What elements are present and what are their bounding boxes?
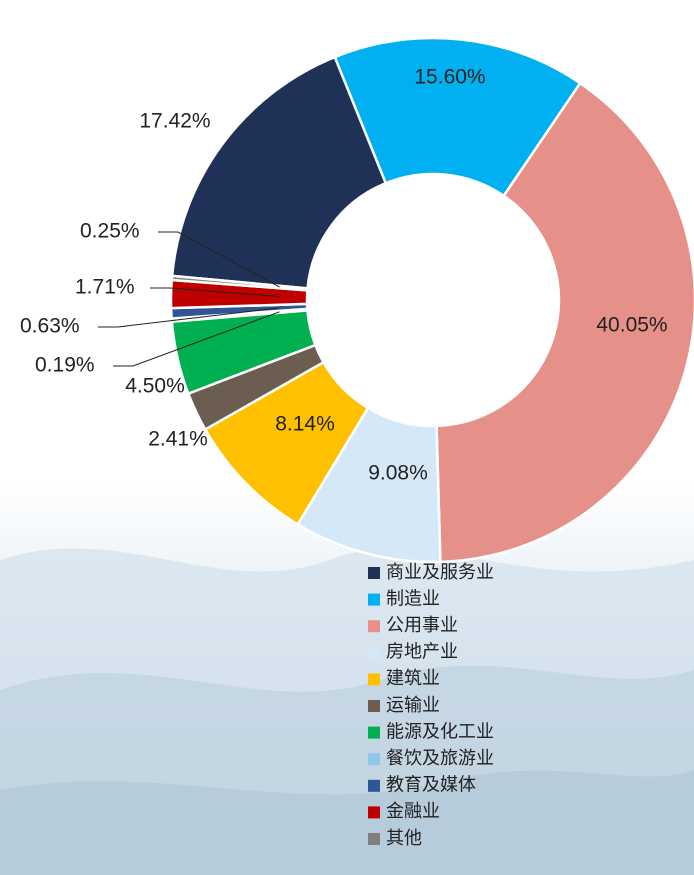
legend-label: 房地产业 <box>386 642 458 662</box>
legend-swatch <box>368 806 380 818</box>
data-label: 4.50% <box>125 375 185 398</box>
data-label: 40.05% <box>596 314 667 337</box>
legend-swatch <box>368 620 380 632</box>
data-label: 17.42% <box>139 110 210 133</box>
legend-label: 金融业 <box>386 801 440 821</box>
data-label: 0.19% <box>35 354 95 377</box>
legend-swatch <box>368 780 380 792</box>
legend-label: 餐饮及旅游业 <box>386 748 494 768</box>
legend-swatch <box>368 833 380 845</box>
data-label: 8.14% <box>275 413 335 436</box>
legend-swatch <box>368 567 380 579</box>
legend-label: 公用事业 <box>386 615 458 635</box>
data-label: 0.63% <box>20 315 80 338</box>
data-label: 2.41% <box>148 428 208 451</box>
legend-swatch <box>368 594 380 606</box>
legend-label: 制造业 <box>386 588 440 608</box>
legend-label: 能源及化工业 <box>386 721 494 741</box>
data-label: 9.08% <box>368 462 428 485</box>
legend-swatch <box>368 673 380 685</box>
legend-swatch <box>368 647 380 659</box>
chart: 17.42% 15.60% 40.05% 9.08% 8.14% 2.41% 4.50% 0.… <box>0 0 694 875</box>
legend-swatch <box>368 727 380 739</box>
legend-label: 商业及服务业 <box>386 562 494 582</box>
legend-label: 教育及媒体 <box>386 775 476 795</box>
legend-label: 建筑业 <box>386 668 440 688</box>
legend-label: 其他 <box>386 828 422 848</box>
legend-label: 运输业 <box>386 695 440 715</box>
legend-swatch <box>368 700 380 712</box>
data-label: 1.71% <box>75 276 135 299</box>
data-label: 15.60% <box>414 66 485 89</box>
legend-swatch <box>368 753 380 765</box>
data-label: 0.25% <box>80 220 140 243</box>
